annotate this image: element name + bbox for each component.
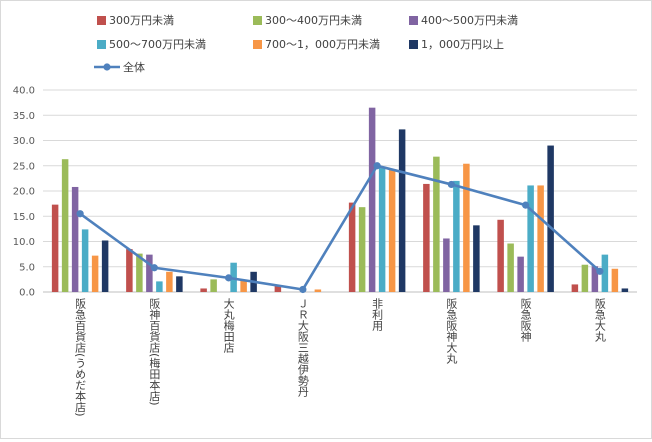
overall-line-path [79,164,601,291]
category-label: 大丸梅田店 [222,297,235,353]
bar-5-6 [547,145,554,292]
bar-1-5 [433,156,440,292]
y-tick-label: 30.0 [13,136,35,147]
bar-0-4 [348,202,356,292]
bar-3-4 [378,166,386,292]
legend-label-5: 1，000万円以上 [421,38,504,51]
bar-4-2 [240,280,247,292]
bar-4-7 [611,268,619,292]
bar-4-3 [314,289,322,292]
bar-4-5 [463,163,470,292]
bar-3-5 [453,180,460,292]
bar-4-4 [388,169,396,292]
overall-point-4 [373,162,381,170]
legend-label-4: 700～1，000万円未満 [265,38,380,51]
legend-swatch-5 [409,40,418,49]
bar-5-7 [621,288,629,292]
legend-label-3: 500～700万円未満 [109,38,206,51]
bar-0-1 [126,249,133,292]
y-tick-label: 40.0 [13,86,35,97]
bar-3-6 [527,185,534,292]
y-tick-label: 0.0 [19,288,35,299]
bar-0-0 [51,204,59,292]
category-label: 阪神百貨店(梅田本店) [148,297,161,406]
y-tick-label: 20.0 [13,187,35,198]
overall-point-3 [299,285,307,294]
bar-5-0 [101,240,109,292]
category-label: 阪急百貨店(うめだ本店) [74,297,87,417]
overall-point-0 [76,210,84,218]
bar-4-1 [166,271,173,292]
bar-1-7 [581,264,589,292]
category-label: 非利用 [371,298,384,332]
legend-swatch-4 [253,40,262,49]
legend-swatch-3 [97,40,106,49]
legend-label-0: 300万円未満 [109,14,174,27]
legend-swatch-1 [253,16,262,25]
bar-0-2 [200,288,207,292]
bar-2-1 [146,254,153,292]
bar-3-0 [81,229,89,292]
bar-4-6 [537,185,544,292]
legend-label-overall: 全体 [123,60,145,74]
legend-swatch-2 [409,16,418,25]
y-axis-ticks: 0.0 5.0 10.0 15.0 20.0 25.0 30.0 35.0 40.0 [13,86,35,299]
y-tick-label: 15.0 [13,212,35,223]
overall-line [76,162,604,294]
bar-2-6 [517,256,524,292]
overall-point-6 [522,201,530,209]
bar-1-2 [210,279,217,292]
bar-1-4 [358,207,366,292]
bar-0-6 [497,219,504,292]
category-labels: 阪急百貨店(うめだ本店) 阪神百貨店(梅田本店) 大丸梅田店 ＪＲ大阪三越伊勢丹 非利用… [74,297,607,417]
bar-2-0 [71,186,79,292]
legend-swatch-0 [97,16,106,25]
bars [51,107,629,292]
bar-3-7 [601,254,609,292]
overall-point-2 [225,274,233,282]
legend: 300万円未満 300～400万円未満 400～500万円未満 500～700万円未満… [94,14,518,74]
bar-5-4 [398,129,406,292]
category-label: 阪急阪神大丸 [445,297,458,365]
bar-4-0 [91,255,99,292]
bar-2-4 [368,107,376,292]
legend-label-2: 400～500万円未満 [421,14,518,27]
y-tick-label: 35.0 [13,111,35,122]
bar-0-7 [571,284,579,292]
bar-1-6 [507,243,514,292]
legend-line-marker [103,63,111,71]
bar-0-3 [274,285,282,292]
bar-5-1 [176,276,183,292]
category-label: 阪急大丸 [593,297,606,343]
bar-0-5 [423,183,430,292]
y-tick-label: 5.0 [19,262,35,273]
category-label: ＪＲ大阪三越伊勢丹 [296,298,309,398]
bar-3-1 [156,281,163,292]
bar-1-1 [136,253,143,292]
y-tick-label: 25.0 [13,161,35,172]
bar-1-0 [61,159,69,292]
overall-point-1 [150,264,158,272]
bar-5-5 [473,225,480,292]
overall-point-5 [447,180,455,189]
y-tick-label: 10.0 [13,237,35,248]
bar-2-7 [591,266,599,292]
category-label: 阪急阪神 [519,297,532,343]
bar-2-5 [443,238,450,292]
overall-point-7 [596,267,604,275]
legend-label-1: 300～400万円未満 [265,14,362,27]
